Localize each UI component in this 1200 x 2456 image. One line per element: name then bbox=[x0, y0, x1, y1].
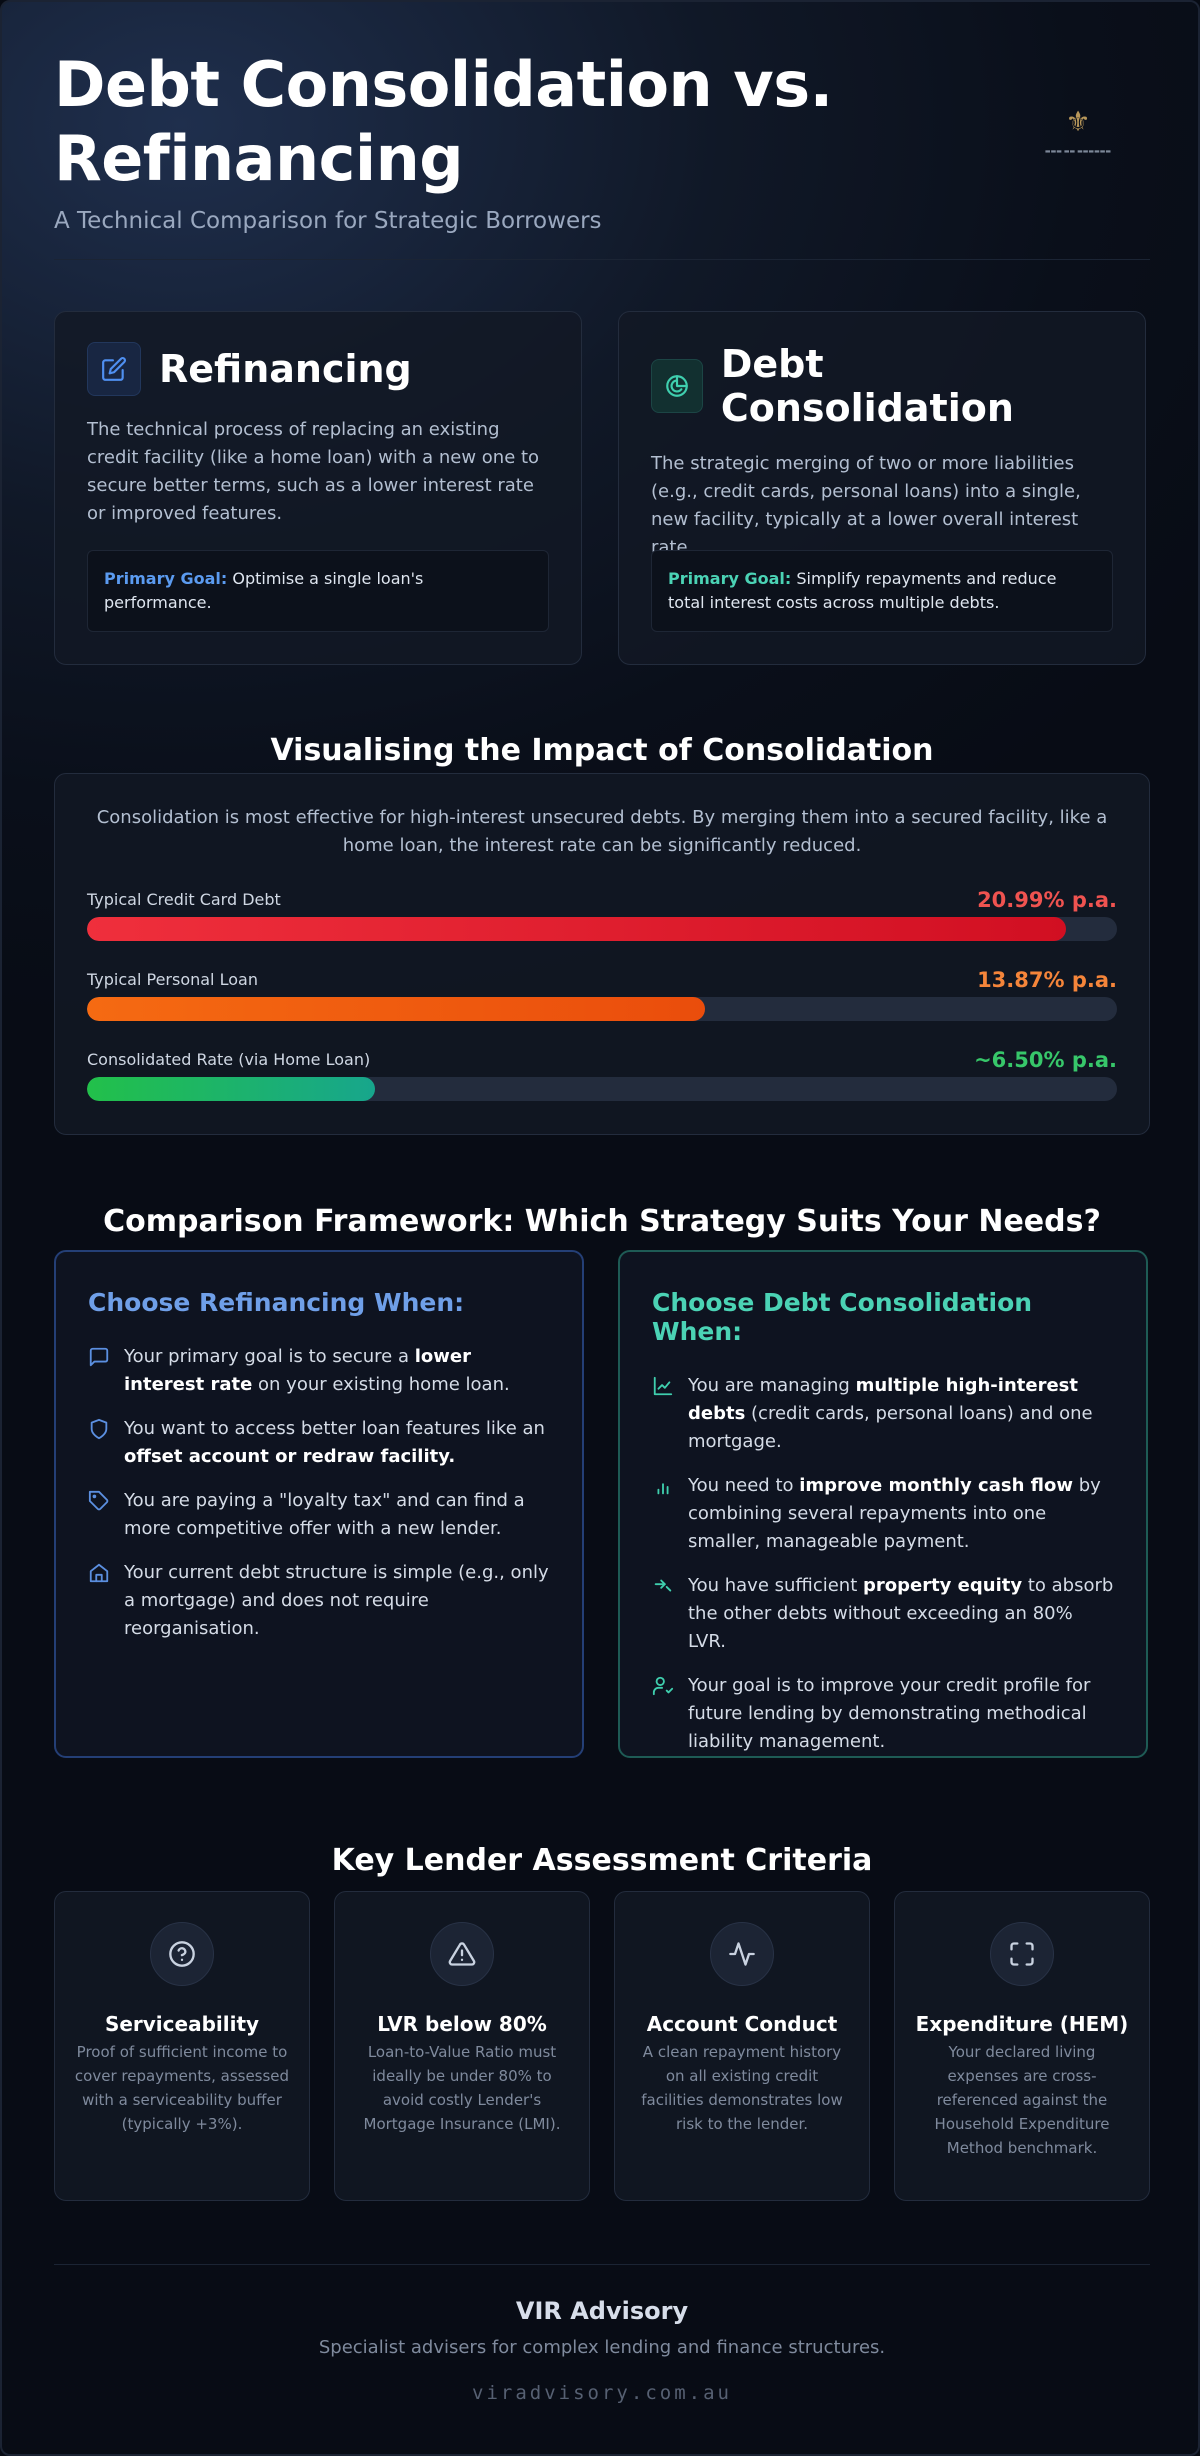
bar-track bbox=[87, 917, 1117, 941]
footer-website-link[interactable]: viradvisory.com.au bbox=[472, 2382, 732, 2404]
goal-label: Primary Goal: bbox=[668, 569, 792, 588]
page-header: Debt Consolidation vs. Refinancing A Tec… bbox=[54, 48, 1150, 260]
list-item-text: Your primary goal is to secure a lower i… bbox=[124, 1346, 510, 1395]
bar-label: Typical Personal Loan bbox=[87, 970, 258, 989]
list-item-text: You want to access better loan features … bbox=[124, 1418, 545, 1467]
consolidation-definition-card: Debt Consolidation The strategic merging… bbox=[618, 311, 1146, 665]
scan-icon bbox=[990, 1922, 1054, 1986]
bar-track bbox=[87, 1077, 1117, 1101]
bar-track bbox=[87, 997, 1117, 1021]
list-item: Your goal is to improve your credit prof… bbox=[652, 1672, 1114, 1756]
criteria-card-lvr: LVR below 80% Loan-to-Value Ratio must i… bbox=[334, 1891, 590, 2201]
pie-chart-icon bbox=[651, 359, 703, 413]
criteria-text: Proof of sufficient income to cover repa… bbox=[74, 2043, 290, 2133]
criteria-text: Your declared living expenses are cross-… bbox=[934, 2043, 1110, 2157]
goal-text: Simplify repayments and reduce total int… bbox=[668, 569, 1057, 612]
list-item-text: Your goal is to improve your credit prof… bbox=[688, 1675, 1091, 1752]
message-icon bbox=[89, 1347, 109, 1367]
refinancing-criteria-card: Choose Refinancing When: Your primary go… bbox=[54, 1250, 584, 1758]
criteria-title: Serviceability bbox=[104, 2012, 260, 2036]
goal-label: Primary Goal: bbox=[104, 569, 228, 588]
chart-line-icon bbox=[653, 1376, 673, 1396]
refinancing-goal: Primary Goal: Optimise a single loan's p… bbox=[87, 550, 549, 632]
help-circle-icon bbox=[150, 1922, 214, 1986]
bar-label: Typical Credit Card Debt bbox=[87, 890, 281, 909]
list-item: You need to improve monthly cash flow by… bbox=[652, 1472, 1114, 1556]
consolidation-criteria-title: Choose Debt Consolidation When: bbox=[652, 1288, 1033, 1346]
rate-bar-consolidated: Consolidated Rate (via Home Loan) ~6.50%… bbox=[87, 1048, 1117, 1110]
shield-icon bbox=[90, 1418, 108, 1440]
consolidation-description: The strategic merging of two or more lia… bbox=[651, 453, 1081, 558]
list-item-text: Your current debt structure is simple (e… bbox=[124, 1562, 549, 1639]
refinancing-criteria-title: Choose Refinancing When: bbox=[88, 1288, 465, 1317]
page-footer: VIR Advisory Specialist advisers for com… bbox=[54, 2264, 1150, 2404]
criteria-text: A clean repayment history on all existin… bbox=[641, 2043, 843, 2133]
consolidation-criteria-card: Choose Debt Consolidation When: You are … bbox=[618, 1250, 1148, 1758]
goal-text: Optimise a single loan's performance. bbox=[104, 569, 424, 612]
list-item-text: You are paying a "loyalty tax" and can f… bbox=[124, 1490, 525, 1539]
tag-icon bbox=[88, 1490, 109, 1511]
criteria-card-serviceability: Serviceability Proof of sufficient incom… bbox=[54, 1891, 310, 2201]
rate-bar-personal-loan: Typical Personal Loan 13.87% p.a. bbox=[87, 968, 1117, 1030]
criteria-card-account-conduct: Account Conduct A clean repayment histor… bbox=[614, 1891, 870, 2201]
bar-chart-icon bbox=[657, 1483, 669, 1495]
criteria-text: Loan-to-Value Ratio must ideally be unde… bbox=[363, 2043, 561, 2133]
rate-bar-credit-card: Typical Credit Card Debt 20.99% p.a. bbox=[87, 888, 1117, 950]
edit-icon bbox=[87, 342, 141, 396]
bar-fill bbox=[87, 997, 705, 1021]
home-icon bbox=[89, 1563, 109, 1583]
consolidation-title: Debt Consolidation bbox=[720, 342, 1014, 430]
logo-wordmark: ▬▬▬ ▬▬ ▬▬▬▬▬▬ bbox=[1044, 148, 1112, 155]
bar-label: Consolidated Rate (via Home Loan) bbox=[87, 1050, 371, 1069]
page-title: Debt Consolidation vs. Refinancing bbox=[54, 48, 833, 195]
warning-icon bbox=[430, 1922, 494, 1986]
criteria-title: Expenditure (HEM) bbox=[915, 2012, 1129, 2036]
brand-logo: ⚜ ▬▬▬ ▬▬ ▬▬▬▬▬▬ bbox=[1018, 105, 1138, 156]
list-item: Your current debt structure is simple (e… bbox=[88, 1559, 550, 1643]
impact-card: Consolidation is most effective for high… bbox=[54, 773, 1150, 1135]
impact-intro: Consolidation is most effective for high… bbox=[96, 807, 1108, 856]
list-item: You want to access better loan features … bbox=[88, 1415, 550, 1471]
bar-value: 13.87% p.a. bbox=[977, 968, 1117, 992]
criteria-section-title: Key Lender Assessment Criteria bbox=[331, 1842, 873, 1878]
page-subtitle: A Technical Comparison for Strategic Bor… bbox=[54, 208, 602, 234]
impact-section-title: Visualising the Impact of Consolidation bbox=[270, 732, 934, 768]
footer-tagline: Specialist advisers for complex lending … bbox=[318, 2337, 886, 2358]
refinancing-definition-card: Refinancing The technical process of rep… bbox=[54, 311, 582, 665]
criteria-title: LVR below 80% bbox=[377, 2012, 547, 2036]
footer-brand: VIR Advisory bbox=[515, 2297, 689, 2325]
refinancing-description: The technical process of replacing an ex… bbox=[87, 419, 540, 524]
criteria-card-expenditure: Expenditure (HEM) Your declared living e… bbox=[894, 1891, 1150, 2201]
list-item: Your primary goal is to secure a lower i… bbox=[88, 1343, 550, 1399]
bar-fill bbox=[87, 1077, 376, 1101]
user-check-icon bbox=[652, 1676, 674, 1696]
list-item: You have sufficient property equity to a… bbox=[652, 1572, 1114, 1656]
criteria-title: Account Conduct bbox=[646, 2012, 838, 2036]
activity-icon bbox=[710, 1922, 774, 1986]
list-item: You are managing multiple high-interest … bbox=[652, 1372, 1114, 1456]
list-item-text: You need to improve monthly cash flow by… bbox=[688, 1475, 1101, 1552]
list-item: You are paying a "loyalty tax" and can f… bbox=[88, 1487, 550, 1543]
consolidation-goal: Primary Goal: Simplify repayments and re… bbox=[651, 550, 1113, 632]
refinancing-title: Refinancing bbox=[159, 347, 412, 391]
list-item-text: You have sufficient property equity to a… bbox=[688, 1575, 1114, 1652]
list-item-text: You are managing multiple high-interest … bbox=[688, 1375, 1093, 1452]
trend-icon bbox=[654, 1579, 672, 1592]
bar-value: 20.99% p.a. bbox=[977, 888, 1117, 912]
bar-fill bbox=[87, 917, 1066, 941]
bar-value: ~6.50% p.a. bbox=[974, 1048, 1117, 1072]
fleur-de-lis-icon: ⚜ bbox=[1065, 105, 1091, 138]
framework-section-title: Comparison Framework: Which Strategy Sui… bbox=[103, 1203, 1101, 1239]
